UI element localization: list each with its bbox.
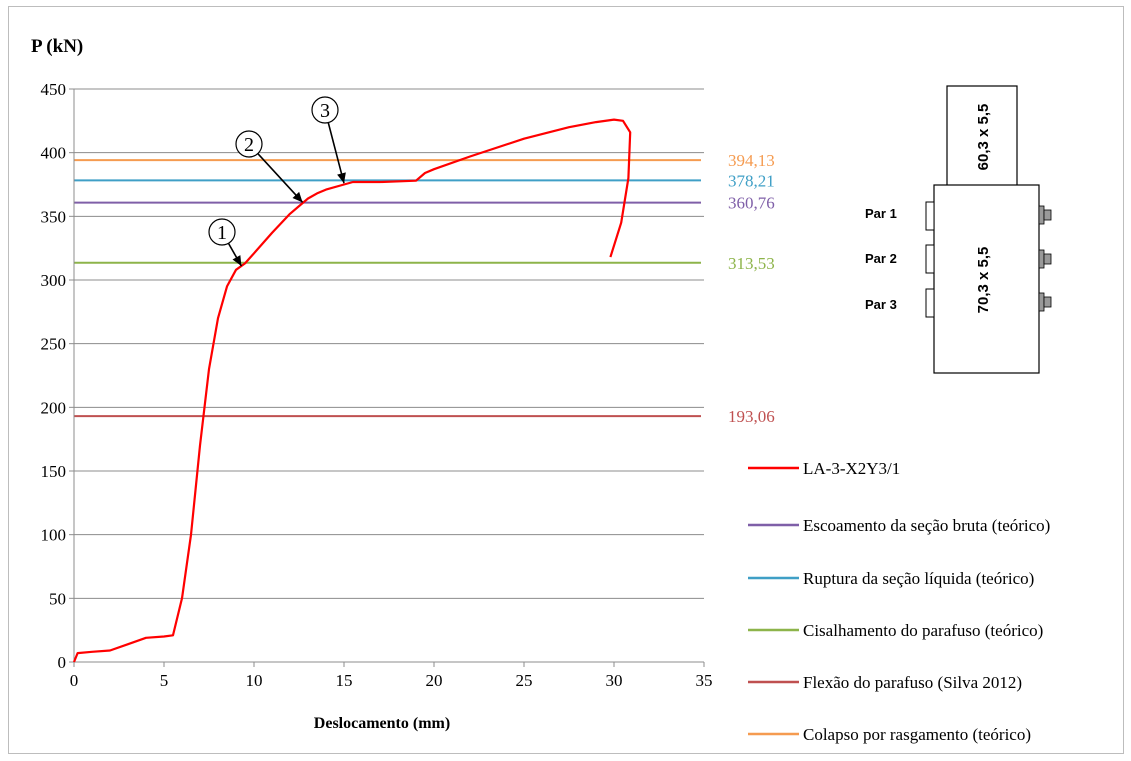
x-ticks: 0 5 10 15 20 25 30 35 (70, 662, 713, 690)
bolt-nut-1 (1038, 205, 1052, 225)
grid-lines (74, 88, 704, 599)
annotation-circle-1 (208, 218, 236, 246)
theory-value-label: 193,06 (728, 407, 775, 426)
pair-1-label: Par 1 (865, 206, 897, 221)
legend-label-5: Colapso por rasgamento (teórico) (803, 725, 1031, 744)
legend-label-4: Flexão do parafuso (Silva 2012) (803, 673, 1022, 692)
ytick-label: 100 (41, 526, 67, 545)
xtick-label: 30 (606, 671, 623, 690)
legend-label-1: Escoamento da seção bruta (teórico) (803, 516, 1050, 535)
ytick-label: 300 (41, 271, 67, 290)
y-axis-label: P (kN) (31, 36, 83, 57)
ytick-label: 400 (41, 144, 67, 163)
series-line-0 (72, 118, 632, 663)
upper-section-label: 60,3 x 5,5 (975, 104, 992, 171)
annotation-arrow-3 (327, 122, 345, 184)
theory-value-label: 394,13 (728, 151, 775, 170)
axes (73, 89, 704, 663)
theory-value-label: 313,53 (728, 254, 775, 273)
legend-label-0: LA-3-X2Y3/1 (803, 459, 900, 478)
chart-frame: 0 5 10 15 20 25 30 35 0 50 100 150 200 250 300 350 400 4… (8, 6, 1124, 754)
annotation-circle-3 (311, 96, 339, 124)
legend: LA-3-X2Y3/1 Escoamento da seção bruta (te… (748, 459, 1050, 744)
bolt-head-2 (925, 244, 935, 274)
xtick-label: 5 (160, 671, 169, 690)
upper-member (946, 85, 1018, 190)
lower-section-label: 70,3 x 5,5 (975, 247, 992, 314)
ytick-label: 450 (41, 80, 67, 99)
ytick-label: 200 (41, 398, 67, 417)
annotation-label: 3 (320, 100, 330, 122)
ytick-label: 50 (49, 589, 66, 608)
annotation-arrowhead (232, 255, 242, 266)
y-ticks: 0 50 100 150 200 250 300 350 400 450 (41, 80, 74, 672)
annotation-label: 2 (244, 134, 254, 156)
xtick-label: 35 (696, 671, 713, 690)
pair-3-label: Par 3 (865, 297, 897, 312)
annotation-arrow-2 (257, 153, 304, 203)
annotation-arrowhead (292, 191, 303, 203)
ytick-label: 150 (41, 462, 67, 481)
lower-member (933, 184, 1040, 374)
legend-label-2: Ruptura da seção líquida (teórico) (803, 569, 1034, 588)
ytick-label: 250 (41, 335, 67, 354)
bolt-head-1 (925, 201, 935, 231)
xtick-label: 20 (426, 671, 443, 690)
ytick-label: 350 (41, 207, 67, 226)
connection-diagram: 60,3 x 5,5 70,3 x 5,5 Par 1 Par 2 Par 3 (865, 85, 1052, 374)
legend-label-3: Cisalhamento do parafuso (teórico) (803, 621, 1043, 640)
theory-value-label: 360,76 (728, 194, 775, 213)
annotation-label: 1 (217, 222, 227, 244)
xtick-label: 0 (70, 671, 79, 690)
chart-svg: 0 5 10 15 20 25 30 35 0 50 100 150 200 250 300 350 400 4… (31, 36, 1052, 744)
xtick-label: 10 (246, 671, 263, 690)
annotation-arrowhead (337, 172, 346, 184)
pair-2-label: Par 2 (865, 251, 897, 266)
value-labels: 360,76 378,21 313,53 193,06 394,13 (728, 151, 775, 426)
bolt-head-3 (925, 288, 935, 318)
bolt-nut-3 (1038, 292, 1052, 312)
x-axis-label: Deslocamento (mm) (314, 715, 450, 732)
series-group (72, 118, 632, 663)
bolt-nut-2 (1038, 249, 1052, 269)
ytick-label: 0 (58, 653, 67, 672)
xtick-label: 15 (336, 671, 353, 690)
annotation-circle-2 (235, 130, 263, 158)
annotations: 1 2 3 (208, 96, 346, 267)
xtick-label: 25 (516, 671, 533, 690)
theory-lines (74, 159, 701, 418)
theory-value-label: 378,21 (728, 171, 775, 190)
